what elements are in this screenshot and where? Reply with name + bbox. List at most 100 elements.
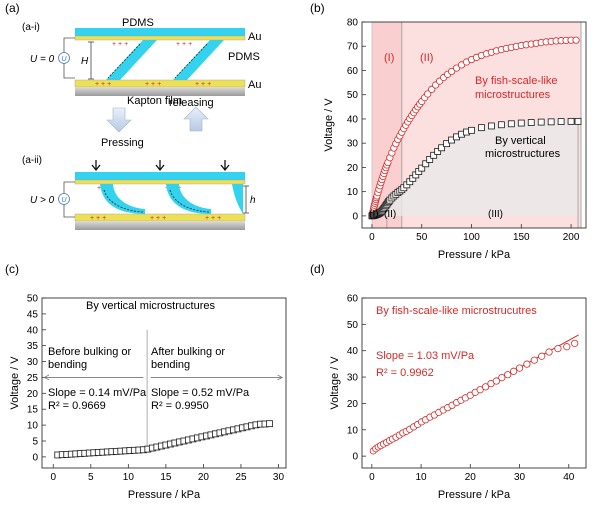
vert-annotation-1: By vertical [495, 135, 546, 147]
chart-b-xlabel: Pressure / kPa [438, 249, 511, 261]
chart-d-point [498, 373, 506, 382]
chart-d-ytick-label: 50 [347, 320, 359, 331]
chart-panel-d: (d) 0 10 20 30 40 0 10 20 30 40 50 60 Voltage / V P… [310, 262, 587, 501]
fish-annotation-2: microstructures [475, 89, 551, 101]
plus-bot-pressed-1: + + + [90, 215, 106, 222]
chart-b-xtick-label: 100 [463, 232, 480, 243]
chart-c-ytick-label: 10 [27, 421, 39, 432]
plus-bot-2: + + + [145, 81, 161, 88]
chart-d-xtick-label: 20 [465, 472, 477, 483]
chart-b-point [447, 67, 456, 76]
kapton-layer-pressed [75, 221, 245, 230]
au-bottom-label: Au [248, 79, 261, 91]
chart-c-ytick-label: 20 [27, 389, 39, 400]
chart-c-ytick-label: 40 [27, 325, 39, 336]
pressing-arrow [106, 107, 132, 133]
label-a-ii: (a-ii) [22, 155, 42, 166]
chart-d-ytick-label: 20 [347, 399, 359, 410]
au-top-layer-pressed [74, 179, 246, 185]
chart-b-point [430, 151, 438, 159]
chart-c-xtick-label: 15 [160, 472, 172, 483]
chart-b-point [517, 119, 525, 127]
chart-b-point [428, 85, 436, 93]
chart-d-point [515, 364, 524, 372]
chart-b-ytick-label: 30 [347, 139, 359, 150]
voltmeter-a-ii [58, 193, 70, 205]
kapton-label: Kapton film [127, 95, 182, 107]
bent-pillar-2-charge [169, 189, 210, 213]
chart-d-xtick-label: 40 [563, 472, 575, 483]
bent-pillar-1-charge [103, 189, 144, 213]
chart-b-ytick-label: 70 [347, 42, 359, 53]
chart-c-ytick-label: 30 [27, 357, 39, 368]
pdms-top-layer-pressed [75, 172, 245, 180]
chart-b-point [426, 156, 434, 163]
chart-c-ytick-label: 5 [32, 436, 38, 447]
chart-d-ytick-label: 0 [352, 452, 358, 463]
u-pos-label: U > 0 [30, 195, 55, 206]
chart-b-point [434, 148, 442, 155]
chart-d-point [538, 352, 546, 360]
chart-b-ylabel: Voltage / V [323, 98, 335, 152]
chart-c-ytick-label: 0 [32, 452, 38, 463]
bent-pillar-3 [232, 184, 243, 214]
vert-annotation-2: microstructures [485, 148, 561, 160]
panel-label-b: (b) [310, 1, 325, 15]
panel-label-d: (d) [310, 262, 325, 276]
chart-b-axes: 0 50 100 150 200 0 10 20 30 40 50 60 70 80 [347, 18, 587, 243]
chart-b-ytick-label: 80 [347, 18, 359, 29]
chart-c-left-slope: Slope = 0.14 mV/Pa [48, 387, 147, 399]
chart-d-point [476, 386, 484, 394]
pdms-mid-label: PDMS [228, 51, 260, 63]
plus-bot-pressed-3: + + + [205, 215, 221, 222]
chart-b-point [557, 118, 565, 126]
chart-d-r2: R² = 0.9962 [376, 367, 434, 379]
chart-b-ytick-label: 10 [347, 187, 359, 198]
chart-b-point [488, 122, 495, 130]
chart-c-left-2: bending [48, 359, 87, 371]
bent-pillar-2 [166, 184, 211, 214]
chart-c-title: By vertical microstructures [86, 300, 215, 312]
chart-d-ytick-label: 60 [347, 294, 359, 305]
chart-d-marks [369, 334, 579, 455]
h-big-label: H [81, 56, 89, 67]
press-arrow-2 [155, 160, 165, 172]
plus-top-1: + + + [112, 41, 128, 48]
chart-c-xtick-label: 5 [88, 472, 94, 483]
chart-b-ytick-label: 20 [347, 163, 359, 174]
chart-d-slope: Slope = 1.03 mV/Pa [376, 350, 475, 362]
chart-c-right-1: After bulking or [151, 346, 225, 358]
chart-c-ylabel: Voltage / V [9, 356, 21, 410]
chart-d-point [545, 348, 553, 356]
chart-c-left-1: Before bulking or [48, 346, 131, 358]
chart-b-ytick-label: 0 [352, 211, 358, 222]
chart-d-ylabel: Voltage / V [329, 356, 341, 410]
chart-b-point [452, 64, 461, 72]
chart-d-xtick-label: 0 [369, 472, 375, 483]
chart-d-point [554, 345, 562, 353]
chart-b-ytick-label: 50 [347, 90, 359, 101]
chart-c-xtick-label: 0 [50, 472, 56, 483]
chart-b-point [443, 140, 451, 148]
chart-d-point [571, 339, 579, 347]
chart-c-point [266, 420, 273, 428]
chart-c-axes: 0 5 10 15 20 25 30 0 5 10 15 20 25 30 35 40 45 50 [27, 294, 287, 483]
chart-b-xtick-label: 50 [416, 232, 428, 243]
chart-panel-b: (b) 0 50 100 150 200 0 10 20 30 40 50 60 70 80 Voltag… [310, 1, 587, 261]
chart-d-point [523, 360, 531, 368]
chart-b-point [537, 118, 545, 126]
chart-b-point [497, 121, 505, 129]
chart-c-xtick-label: 10 [123, 472, 135, 483]
voltmeter-a-i [58, 52, 70, 64]
chart-c-ytick-label: 45 [27, 309, 39, 320]
chart-c-marks [44, 329, 282, 459]
chart-b-point [422, 160, 430, 168]
chart-b-frame [361, 21, 587, 229]
chart-c-right-2: bending [151, 359, 190, 371]
plus-bot-1: + + + [95, 81, 111, 88]
chart-b-xtick-label: 150 [513, 232, 530, 243]
releasing-arrow [183, 106, 209, 132]
chart-b-point [438, 144, 446, 152]
chart-c-ytick-label: 15 [27, 405, 39, 416]
chart-c-right-slope: Slope = 0.52 mV/Pa [151, 387, 250, 399]
